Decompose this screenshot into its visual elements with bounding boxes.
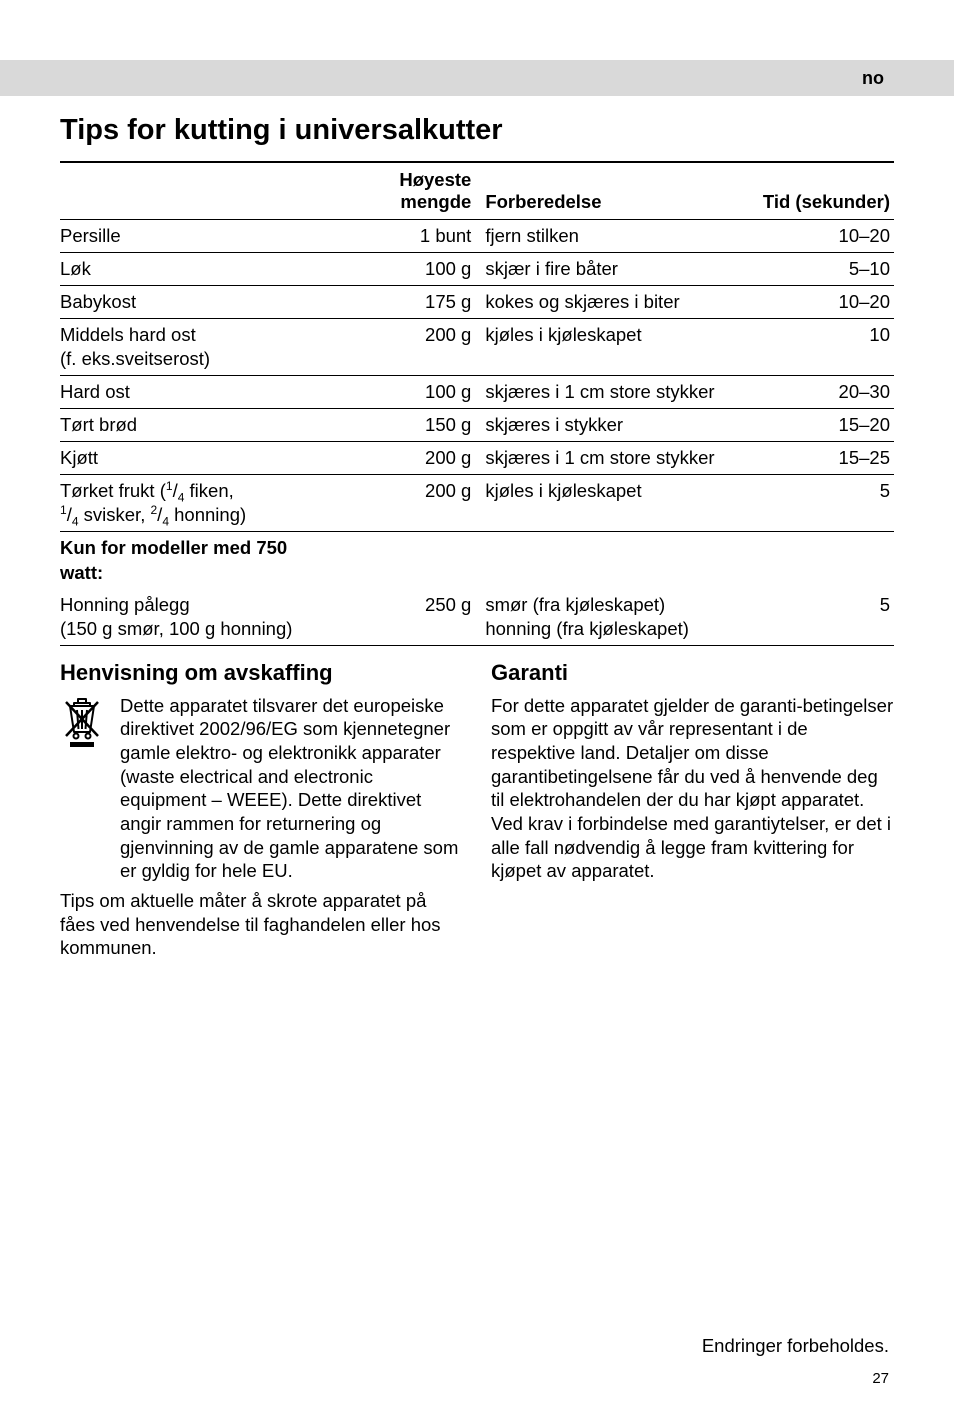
- cell-prep: kjøles i kjøleskapet: [485, 319, 760, 376]
- cell-time: 15–25: [761, 442, 894, 475]
- disposal-heading: Henvisning om avskaffing: [60, 660, 463, 686]
- text: fiken,: [184, 480, 233, 501]
- cell-prep: kokes og skjæres i biter: [485, 286, 760, 319]
- cell-amount: 150 g: [335, 409, 485, 442]
- cell-time: 20–30: [761, 376, 894, 409]
- cell-amount: 100 g: [335, 253, 485, 286]
- cell-item: Persille: [60, 220, 335, 253]
- table-row: Kun for modeller med 750 watt:: [60, 532, 894, 589]
- warranty-para: For dette apparatet gjelder de garanti-b…: [491, 694, 894, 883]
- cell-item: Tørket frukt (1/4 fiken, 1/4 svisker, 2/…: [60, 475, 335, 532]
- cell-amount: 1 bunt: [335, 220, 485, 253]
- cell-time: 10–20: [761, 286, 894, 319]
- table-row: Babykost175 gkokes og skjæres i biter10–…: [60, 286, 894, 319]
- table-row: Tørt brød150 gskjæres i stykker15–20: [60, 409, 894, 442]
- cell-prep: fjern stilken: [485, 220, 760, 253]
- col-item: [60, 162, 335, 220]
- footer-note: Endringer forbeholdes.: [702, 1335, 889, 1357]
- cell-prep: skjæres i stykker: [485, 409, 760, 442]
- cell-item: Babykost: [60, 286, 335, 319]
- fraction: 1/4: [60, 504, 79, 525]
- cell-time: 10–20: [761, 220, 894, 253]
- page-number: 27: [872, 1370, 889, 1387]
- cell-item: Middels hard ost (f. eks.sveitserost): [60, 319, 335, 376]
- disposal-para2: Tips om aktuelle måter å skrote apparate…: [60, 889, 463, 960]
- cell-item: Honning pålegg (150 g smør, 100 g honnin…: [60, 589, 335, 646]
- cell-time: 5–10: [761, 253, 894, 286]
- cell-amount: 200 g: [335, 319, 485, 376]
- text: Tørket frukt (: [60, 480, 166, 501]
- cell-amount: 100 g: [335, 376, 485, 409]
- columns: Henvisning om avskaffing: [60, 660, 894, 960]
- page-body: Tips for kutting i universalkutter Høyes…: [0, 114, 954, 960]
- cell-prep: skjær i fire båter: [485, 253, 760, 286]
- lang-badge: no: [862, 68, 884, 89]
- page-title: Tips for kutting i universalkutter: [60, 114, 894, 147]
- table-row: Kjøtt200 gskjæres i 1 cm store stykker15…: [60, 442, 894, 475]
- cell-amount: 200 g: [335, 475, 485, 532]
- cell-prep: smør (fra kjøleskapet) honning (fra kjøl…: [485, 589, 760, 646]
- cell-time: 5: [761, 475, 894, 532]
- cell-amount: 175 g: [335, 286, 485, 319]
- col-disposal: Henvisning om avskaffing: [60, 660, 463, 960]
- disposal-para1: Dette apparatet tilsvarer det europeiske…: [120, 694, 463, 883]
- cell-item: Løk: [60, 253, 335, 286]
- table-row: Middels hard ost (f. eks.sveitserost)200…: [60, 319, 894, 376]
- cutting-table: Høyeste mengde Forberedelse Tid (sekunde…: [60, 161, 894, 646]
- weee-icon: [60, 694, 108, 883]
- cell-prep: skjæres i 1 cm store stykker: [485, 442, 760, 475]
- col-warranty: Garanti For dette apparatet gjelder de g…: [491, 660, 894, 960]
- cell-prep: skjæres i 1 cm store stykker: [485, 376, 760, 409]
- model-heading: Kun for modeller med 750 watt:: [60, 532, 335, 589]
- cell-prep: kjøles i kjøleskapet: [485, 475, 760, 532]
- col-prep: Forberedelse: [485, 162, 760, 220]
- table-row: Persille1 buntfjern stilken10–20: [60, 220, 894, 253]
- col-amount: Høyeste mengde: [335, 162, 485, 220]
- cell-time: 15–20: [761, 409, 894, 442]
- fraction: 1/4: [166, 480, 185, 501]
- cell-time: 10: [761, 319, 894, 376]
- cell-item: Hard ost: [60, 376, 335, 409]
- col-time: Tid (sekunder): [761, 162, 894, 220]
- disposal-block: Dette apparatet tilsvarer det europeiske…: [60, 694, 463, 883]
- fraction: 2/4: [150, 504, 169, 525]
- warranty-heading: Garanti: [491, 660, 894, 686]
- header-bar: no: [0, 60, 954, 96]
- table-row: Løk100 gskjær i fire båter5–10: [60, 253, 894, 286]
- cell-item: Tørt brød: [60, 409, 335, 442]
- cell-item: Kjøtt: [60, 442, 335, 475]
- cell-amount: 200 g: [335, 442, 485, 475]
- table-row: Tørket frukt (1/4 fiken, 1/4 svisker, 2/…: [60, 475, 894, 532]
- text: honning): [169, 504, 246, 525]
- text: svisker,: [79, 504, 151, 525]
- cell-amount: 250 g: [335, 589, 485, 646]
- cell-time: 5: [761, 589, 894, 646]
- table-header-row: Høyeste mengde Forberedelse Tid (sekunde…: [60, 162, 894, 220]
- table-row: Honning pålegg (150 g smør, 100 g honnin…: [60, 589, 894, 646]
- table-row: Hard ost100 gskjæres i 1 cm store stykke…: [60, 376, 894, 409]
